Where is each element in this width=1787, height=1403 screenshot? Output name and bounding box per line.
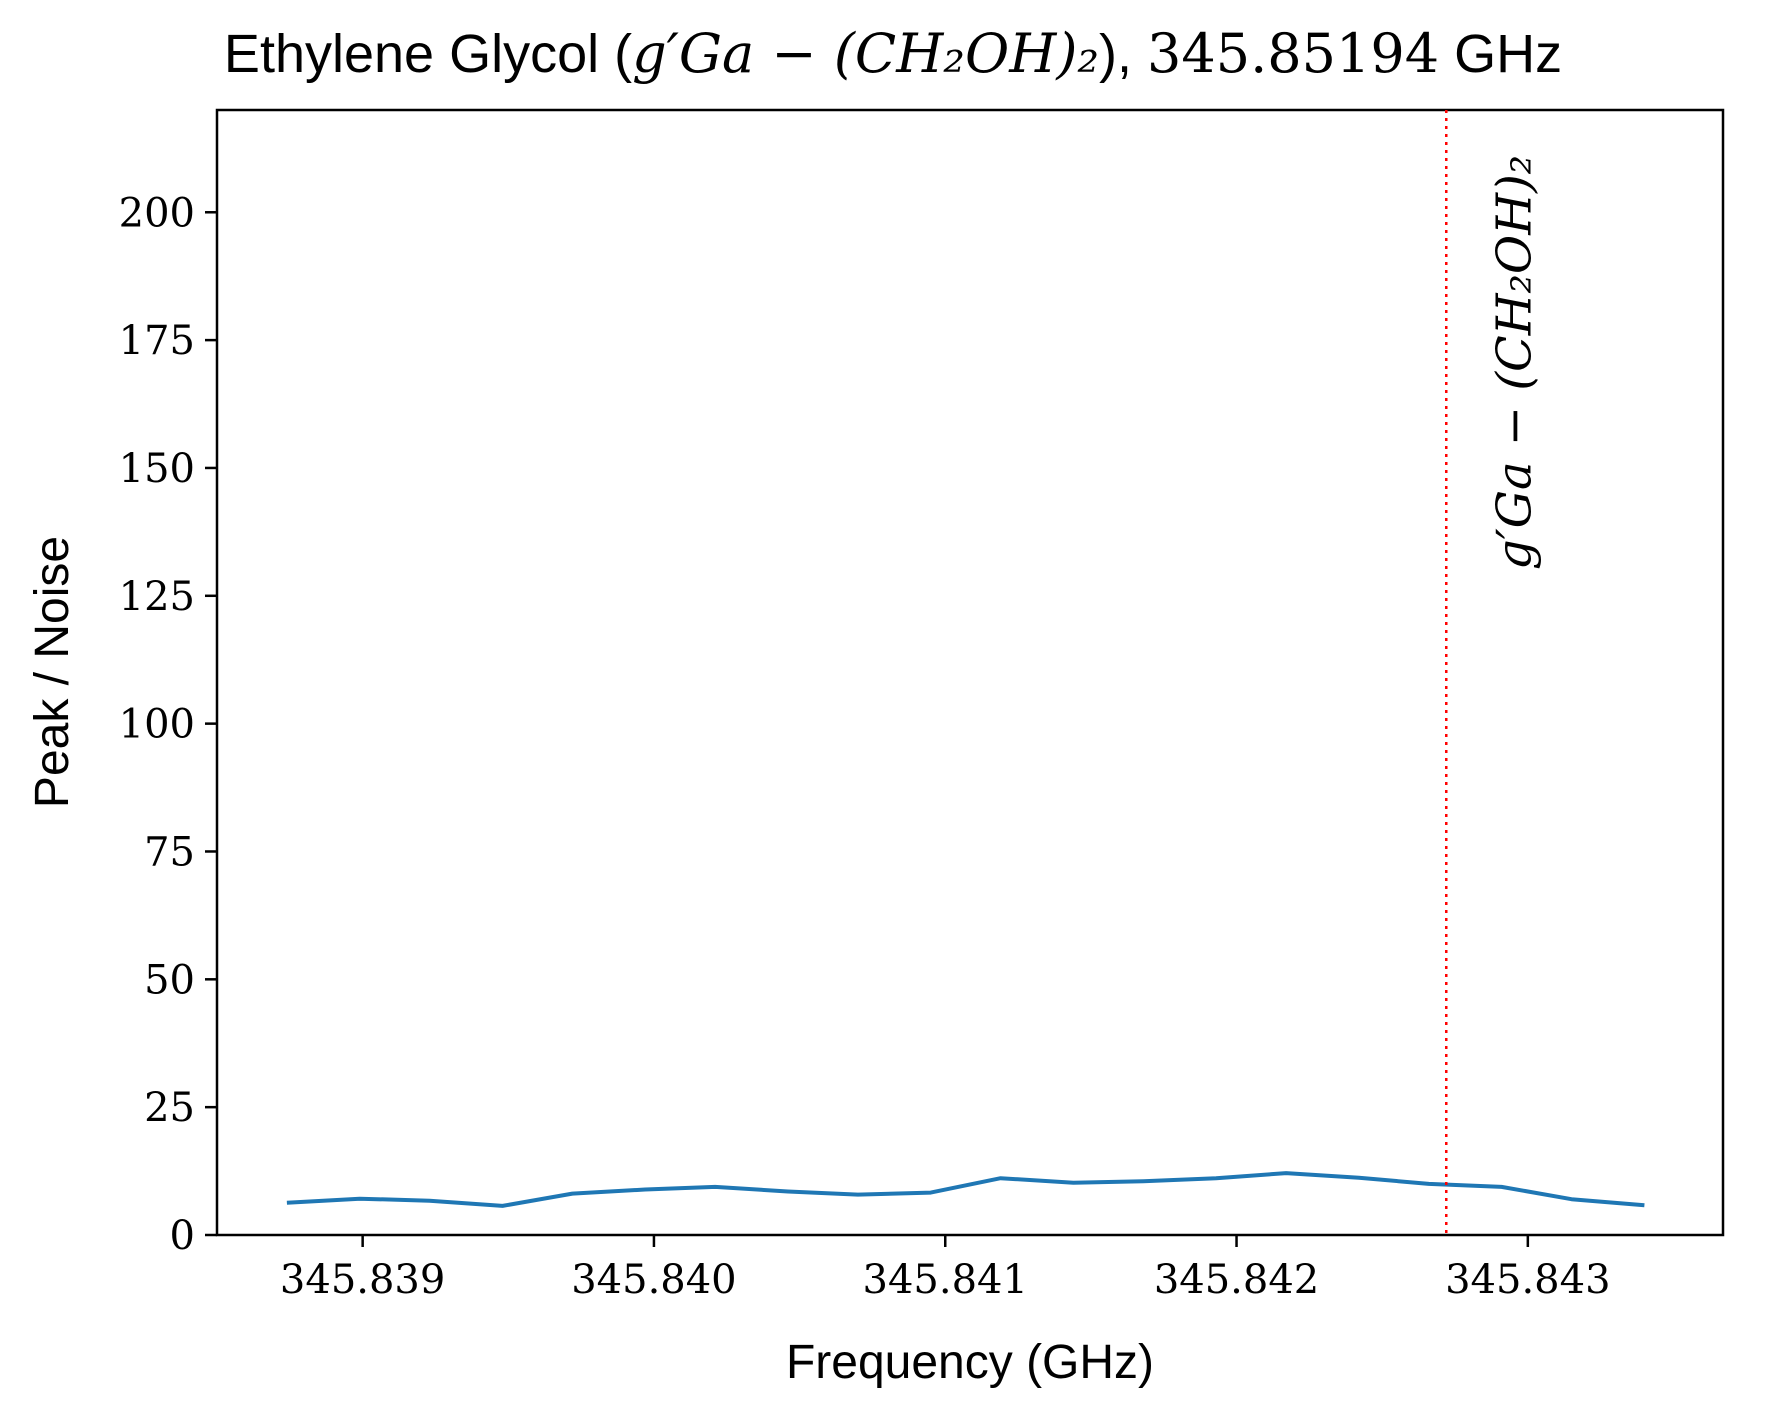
x-tick-label: 345.841 [863,1257,1028,1303]
y-tick-label: 150 [119,446,195,492]
reference-line-label: g′Ga − (CH₂OH)₂ [1486,155,1542,570]
y-axis-label: Peak / Noise [26,536,79,808]
vline-layer: g′Ga − (CH₂OH)₂ [1445,110,1542,1235]
x-tick-label: 345.839 [280,1257,445,1303]
y-tick-label: 125 [119,574,195,620]
x-tick-label: 345.840 [571,1257,736,1303]
chart-title: Ethylene Glycol (g′Ga − (CH₂OH)₂), 345.8… [224,22,1562,85]
series-layer [286,1171,1645,1208]
y-tick-label: 175 [119,318,195,364]
title-prefix: Ethylene Glycol ( [224,24,632,84]
y-tick-label: 100 [119,702,195,748]
title-suffix: GHz [1439,24,1562,84]
x-axis-label: Frequency (GHz) [786,1336,1154,1389]
x-tick-label: 345.843 [1445,1257,1610,1303]
title-frequency: 345.85194 [1147,22,1439,85]
y-tick-label: 75 [144,829,195,875]
y-tick-label: 0 [170,1213,195,1259]
x-tick-label: 345.842 [1154,1257,1319,1303]
y-tick-label: 50 [144,957,195,1003]
x-axis-ticks: 345.839 345.840 345.841 345.842 345.843 [280,1235,1611,1303]
title-formula: g′Ga − (CH₂OH)₂ [632,22,1099,85]
title-middle: ), [1099,24,1147,84]
series-line [286,1171,1645,1208]
y-tick-label: 25 [144,1085,195,1131]
y-tick-label: 200 [119,190,195,236]
y-axis-ticks: 0 25 50 75 100 125 150 175 200 [119,190,217,1259]
plot-area [215,108,1725,1237]
